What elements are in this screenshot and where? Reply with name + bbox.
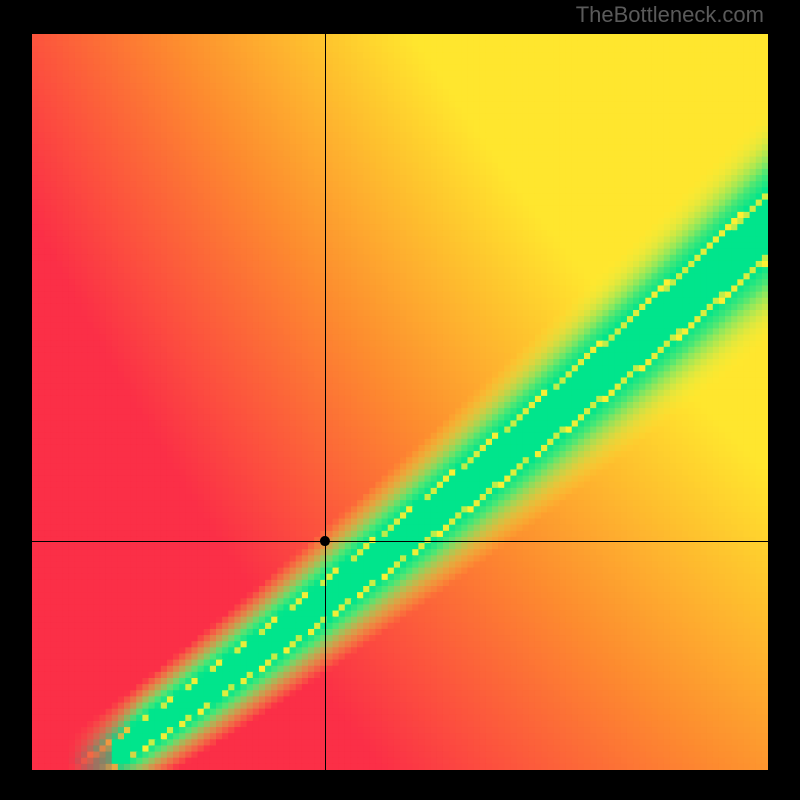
chart-container: TheBottleneck.com	[0, 0, 800, 800]
bottleneck-heatmap	[32, 34, 768, 770]
watermark-text: TheBottleneck.com	[576, 2, 764, 28]
